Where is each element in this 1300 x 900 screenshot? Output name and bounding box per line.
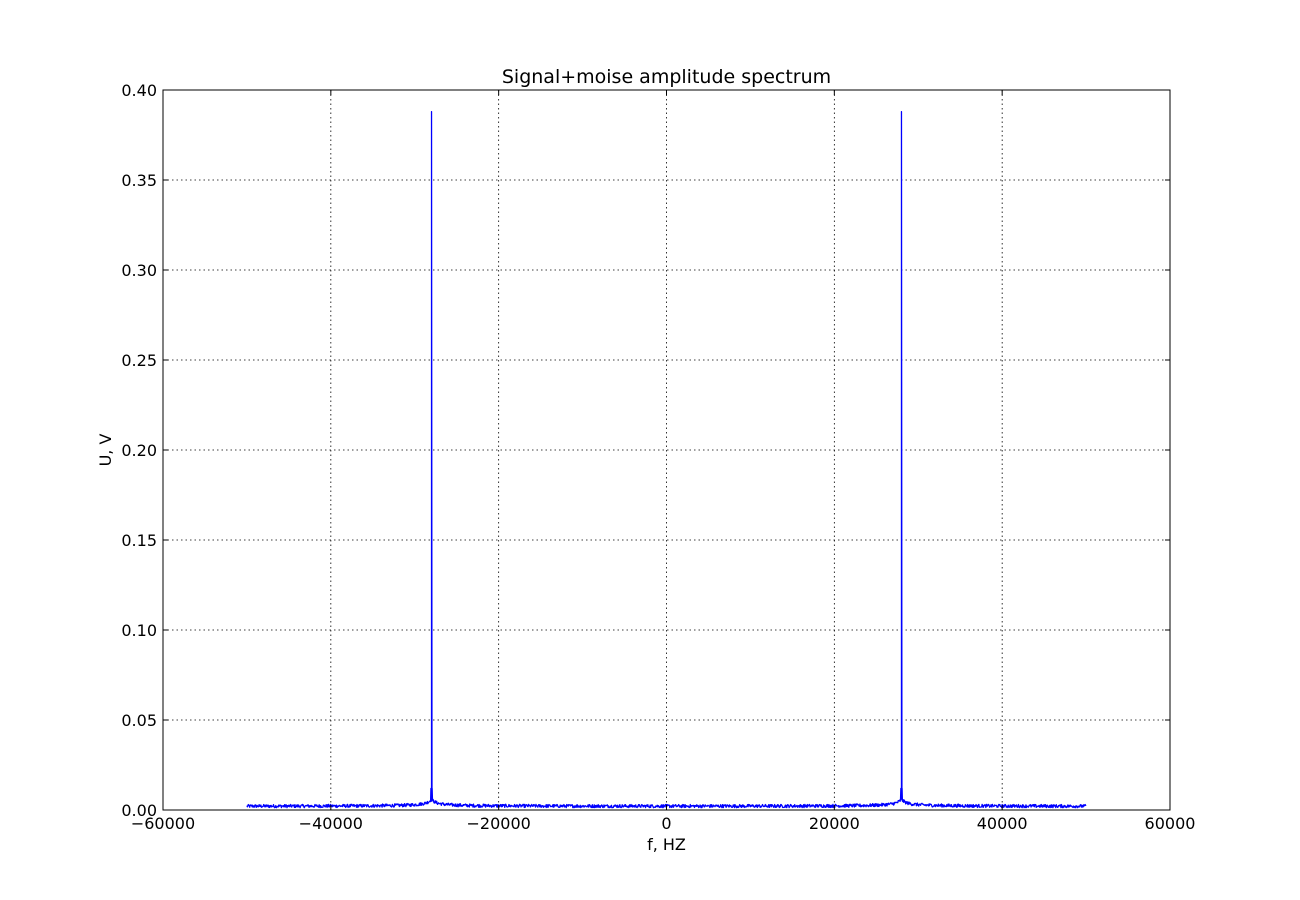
y-tick-label: 0.05 [121,711,157,730]
x-tick-label: −60000 [131,814,195,833]
y-tick-label: 0.00 [121,801,157,820]
chart-title: Signal+moise amplitude spectrum [502,66,831,88]
x-tick-label: 40000 [977,814,1028,833]
y-tick-label: 0.10 [121,621,157,640]
x-tick-label: 0 [661,814,671,833]
y-tick-label: 0.40 [121,81,157,100]
y-tick-label: 0.25 [121,351,157,370]
series-layer [246,110,1087,809]
y-tick-label: 0.35 [121,171,157,190]
y-axis-label: U, V [96,434,115,467]
y-tick-label: 0.20 [121,441,157,460]
x-tick-label: −40000 [299,814,363,833]
y-tick-label: 0.15 [121,531,157,550]
x-tick-label: 20000 [809,814,860,833]
ticks: −60000 −40000 −20000 0 20000 40000 60000 0.00 0.… [121,81,1195,833]
x-tick-label: 60000 [1145,814,1196,833]
grid [163,90,1170,810]
x-axis-label: f, HZ [647,835,686,854]
x-tick-label: −20000 [467,814,531,833]
spectrum-series-line [246,110,1087,809]
y-tick-label: 0.30 [121,261,157,280]
